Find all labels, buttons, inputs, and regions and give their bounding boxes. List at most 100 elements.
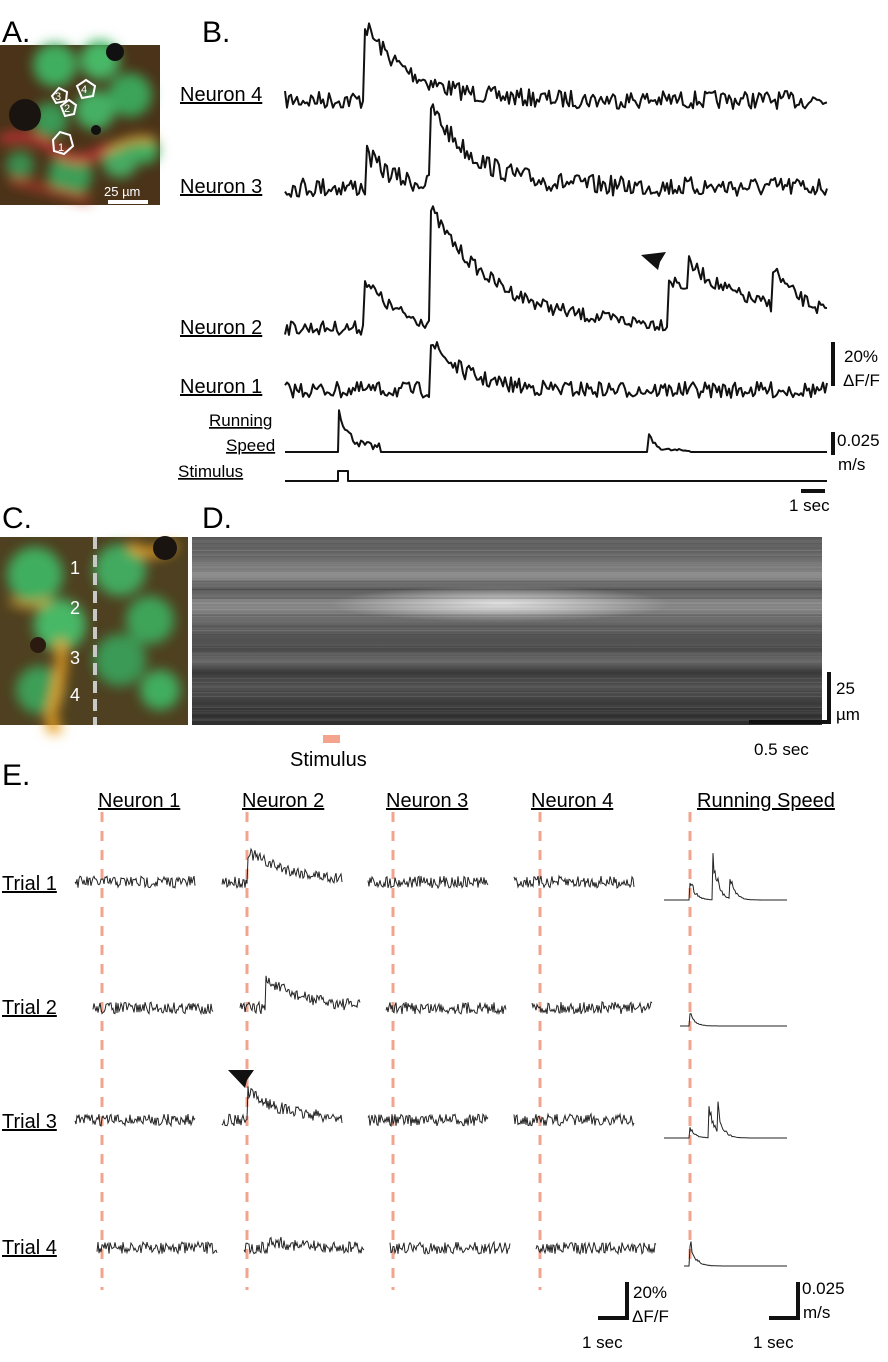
trace-stimulus [285, 470, 827, 482]
e-scale-bar-df [598, 1282, 629, 1320]
kymograph-streak [192, 712, 822, 714]
kymograph-streak [192, 661, 822, 663]
kymograph-streak [192, 542, 822, 544]
kymograph-streak [192, 551, 822, 553]
kymograph-streak [192, 550, 822, 552]
trial-4-neuron-4-trace [535, 1241, 657, 1256]
kymograph-streak [192, 720, 822, 722]
scan-label-1: 1 [70, 558, 80, 578]
running-speed-label-line1: Running [209, 411, 272, 430]
row-label-trial-2: Trial 2 [2, 997, 57, 1019]
column-label-neuron-3: Neuron 3 [386, 790, 468, 812]
kymograph-streak [192, 691, 822, 693]
kymograph-streak [192, 562, 822, 564]
scan-label-2: 2 [70, 598, 80, 618]
kymograph-streak [192, 609, 822, 611]
trial-4-neuron-3-trace [389, 1240, 511, 1255]
scale-speed-line2: m/s [838, 455, 865, 474]
trial-2-neuron-4-trace [531, 1001, 653, 1015]
kymograph-streak [192, 571, 822, 573]
panel-d-scale-bar [818, 672, 831, 724]
panel-e-trial-traces [74, 847, 787, 1267]
e-scale-time-right: 1 sec [753, 1333, 794, 1352]
kymograph-streak [192, 672, 822, 674]
kymograph-streak [192, 581, 822, 582]
e-scale-time-left: 1 sec [582, 1333, 623, 1352]
kymograph-streak [192, 624, 822, 626]
kymograph-streak [192, 612, 822, 614]
panel-d-scale-time-label: 0.5 sec [754, 740, 809, 759]
trial-3-neuron-2-trace [221, 1086, 343, 1127]
trial-2-neuron-2-trace [239, 975, 361, 1015]
kymograph-streak [192, 651, 822, 652]
kymograph-streak [192, 641, 822, 643]
scale-df-line2: ΔF/F [843, 371, 880, 390]
trial-1-running-speed-trace [664, 853, 787, 901]
kymograph-streak [192, 570, 822, 572]
trial-2-running-speed-trace [680, 1013, 787, 1027]
kymograph-streak [192, 704, 822, 705]
kymograph-streak [192, 721, 822, 723]
kymograph-streak [192, 682, 822, 684]
kymograph-streak [192, 707, 822, 709]
kymograph-streak [192, 626, 822, 628]
scale-time-label: 1 sec [789, 496, 830, 515]
kymograph-streak [192, 599, 822, 601]
kymograph-streak [192, 647, 822, 648]
kymograph-streak [192, 568, 822, 570]
trial-4-neuron-1-trace [96, 1240, 218, 1255]
kymograph-streak [192, 630, 822, 631]
trace-neuron-3 [284, 103, 828, 198]
kymograph-streak [192, 564, 822, 565]
kymograph-streak [192, 573, 822, 575]
trial-1-neuron-1-trace [74, 875, 196, 889]
scan-label-3: 3 [70, 648, 80, 668]
row-label-trial-4: Trial 4 [2, 1237, 57, 1259]
cell-label-1: 1 [58, 142, 64, 154]
kymograph-streak [192, 710, 822, 712]
kymograph-streak [192, 691, 822, 693]
kymograph-streak [192, 633, 822, 634]
kymograph-streak [192, 687, 822, 689]
trial-3-running-speed-trace [664, 1101, 787, 1139]
column-label-neuron-1: Neuron 1 [98, 790, 180, 812]
kymograph-streak [192, 618, 822, 620]
panel-e-letter: E. [2, 759, 30, 792]
kymograph-streak [192, 616, 822, 618]
column-label-running-speed: Running Speed [697, 790, 835, 812]
scan-label-4: 4 [70, 685, 80, 705]
kymograph-streak [192, 585, 822, 587]
kymograph-streak [192, 715, 822, 717]
kymograph-streak [192, 615, 822, 617]
trial-3-neuron-1-trace [74, 1113, 196, 1128]
panel-d-letter: D. [202, 502, 232, 535]
stimulus-label: Stimulus [178, 462, 243, 481]
kymograph-streak [192, 718, 822, 720]
kymograph-streak [192, 687, 822, 689]
kymograph-streak [192, 677, 822, 679]
kymograph-streak [192, 578, 822, 580]
kymograph-streak [192, 686, 822, 688]
trial-4-neuron-2-trace [243, 1236, 365, 1255]
column-label-neuron-4: Neuron 4 [531, 790, 613, 812]
kymograph-streak [192, 589, 822, 591]
trace-label-neuron-1: Neuron 1 [180, 376, 262, 398]
scale-df-line1: 20% [844, 347, 878, 366]
kymograph-streak [192, 602, 822, 604]
panel-b-letter: B. [202, 16, 230, 49]
kymograph-streak [192, 703, 822, 705]
kymograph-streak [192, 547, 822, 549]
kymograph-streak [192, 633, 822, 635]
trace-neuron-1 [284, 341, 828, 399]
trace-label-neuron-3: Neuron 3 [180, 176, 262, 198]
arrowhead-marker-trial-3 [228, 1070, 254, 1088]
trace-neuron-2 [284, 205, 828, 336]
scale-speed-line1: 0.025 [837, 431, 880, 450]
panel-d-scale-space-line1: 25 [836, 679, 855, 698]
kymograph-streak [192, 597, 822, 598]
panel-a-scale-label: 25 µm [104, 184, 140, 199]
kymograph-streak [192, 554, 822, 556]
kymograph-streak [192, 706, 822, 708]
e-scale-speed-line1: 0.025 [802, 1279, 845, 1298]
kymograph-streak [192, 648, 822, 649]
